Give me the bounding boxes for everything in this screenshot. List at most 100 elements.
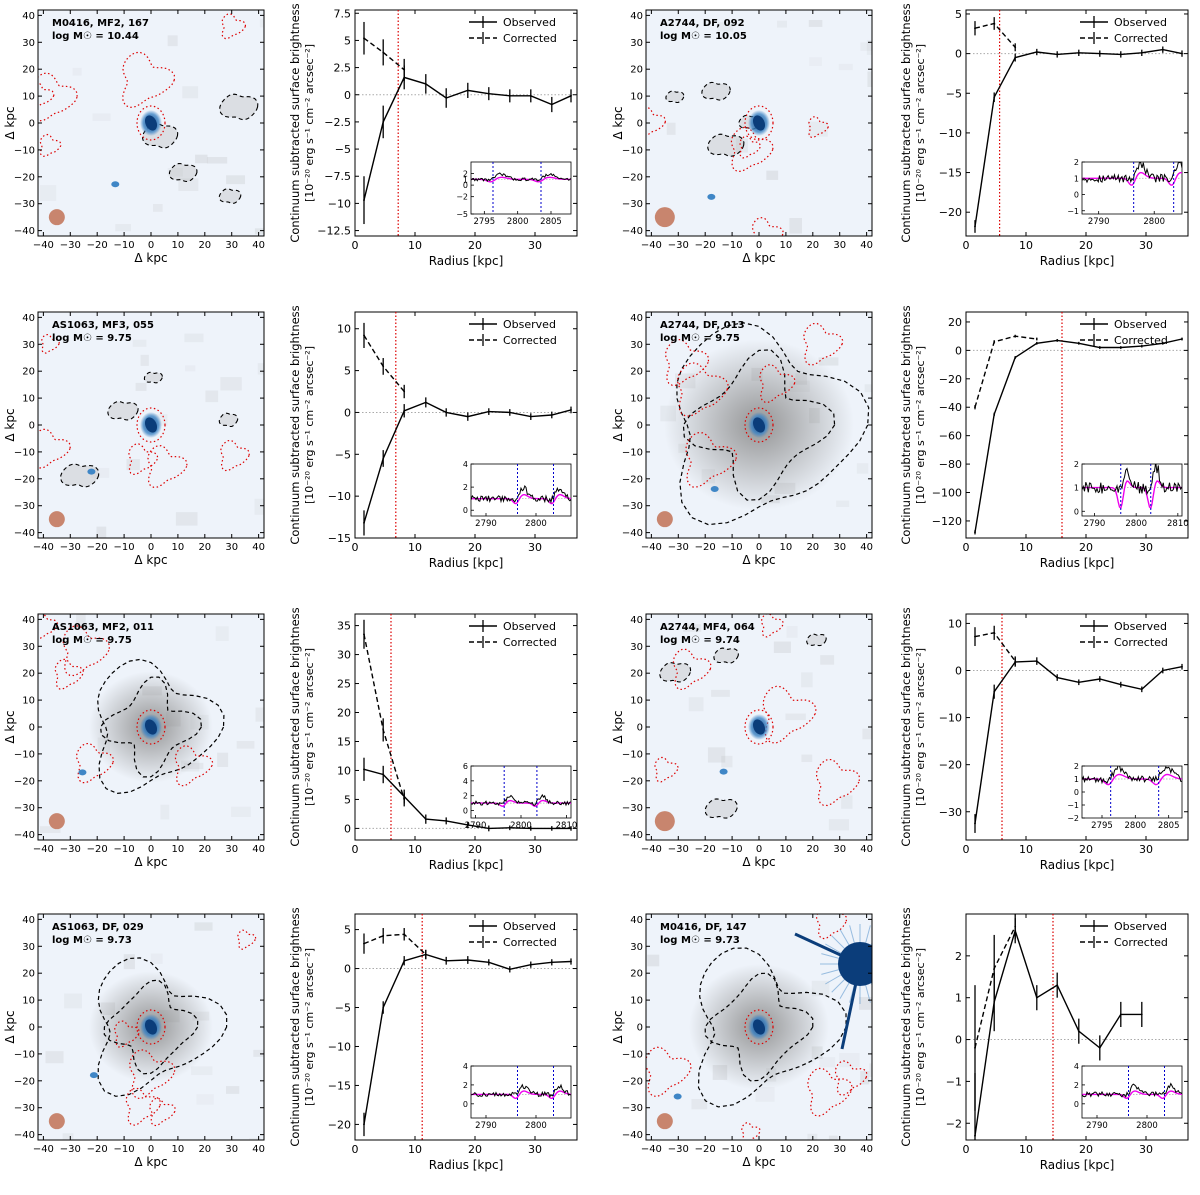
corrected-point — [993, 340, 996, 343]
y-tick-label: 40 — [22, 915, 35, 926]
observed-point — [974, 531, 976, 534]
inset-x-tick-label: 2800 — [1143, 217, 1165, 227]
inset-y-tick-label: 0 — [1074, 507, 1079, 516]
noise-patch — [666, 122, 676, 135]
x-tick-label: 40 — [860, 542, 873, 553]
inset-frame — [470, 765, 572, 819]
observed-point — [445, 959, 448, 962]
noise-patch — [236, 741, 255, 749]
x-tick-label: −30 — [668, 240, 689, 251]
observed-point — [1077, 1030, 1080, 1033]
noise-patch — [217, 752, 229, 767]
beam-circle — [656, 511, 673, 528]
noise-patch — [195, 154, 208, 164]
y-tick-label: −10 — [14, 1049, 35, 1060]
corrected-point — [403, 390, 406, 393]
x-tick-label: 0 — [352, 843, 359, 856]
contour-negative-center — [744, 1009, 774, 1045]
x-tick-label: 30 — [833, 542, 846, 553]
y-tick-label: −40 — [622, 226, 643, 237]
observed-point — [382, 121, 385, 123]
noise-patch — [254, 498, 264, 515]
x-tick-label: −10 — [114, 1144, 135, 1155]
x-tick-label: −30 — [60, 1144, 81, 1155]
y-tick-label: 30 — [22, 642, 35, 653]
y-tick-label: −40 — [14, 528, 35, 539]
observed-point — [529, 963, 532, 966]
noise-patch — [871, 102, 872, 111]
x-tick-label: −10 — [722, 542, 743, 553]
y-tick-label: 0 — [344, 963, 351, 976]
y-tick-label: 15 — [337, 735, 351, 748]
inset-spectrum-line — [1082, 766, 1182, 785]
observed-point — [1014, 56, 1017, 59]
inset-y-tick-label: 1 — [1074, 775, 1079, 784]
y-tick-label: 30 — [630, 340, 643, 351]
x-tick-label: 40 — [252, 542, 265, 553]
x-tick-label: 20 — [198, 240, 211, 251]
chart-content — [355, 614, 577, 840]
contour-negative-center — [136, 709, 166, 745]
x-tick-label: −40 — [33, 240, 54, 251]
inset-content — [471, 766, 571, 818]
map-panel: −40 −30 −20 −10 0 10 20 30 40 −40 −30 −20 −10 0 10 20 30… — [611, 913, 873, 1169]
noise-patch — [249, 1138, 261, 1140]
inset-y-tick-label: 1 — [1074, 174, 1079, 183]
inset-x-tick-label: 2805 — [1158, 821, 1180, 831]
y-tick-label: −10 — [622, 749, 643, 760]
contour-positive — [704, 798, 738, 819]
map-panel: −40 −30 −20 −10 0 10 20 30 40 −40 −30 −20 −10 0 10 20 30… — [611, 613, 873, 869]
y-tick-label: −10 — [14, 447, 35, 458]
noise-patch — [205, 390, 219, 403]
inset-spectrum: 2790 2800 −1 0 1 2 — [1067, 158, 1183, 227]
y-tick-label: 0 — [955, 344, 962, 357]
y-tick-label: 40 — [22, 313, 35, 324]
x-tick-label: 10 — [780, 240, 793, 251]
noise-patch — [167, 35, 178, 47]
y-axis-units: [10⁻²⁰ erg s⁻¹ cm⁻² arcsec⁻²] — [914, 948, 927, 1106]
observed-point — [1140, 51, 1143, 54]
inset-x-tick-label: 2800 — [1125, 519, 1147, 529]
x-tick-label: 10 — [172, 240, 185, 251]
x-tick-label: 40 — [860, 844, 873, 855]
y-tick-label: −20 — [622, 1076, 643, 1087]
x-axis-label: Δ kpc — [134, 553, 167, 567]
x-axis-label: Δ kpc — [134, 1155, 167, 1169]
y-axis-label: Δ kpc — [611, 1010, 625, 1043]
object-label: A2744, MF4, 064 — [660, 622, 755, 633]
corrected-series-line — [363, 933, 427, 956]
noise-patch — [191, 1066, 213, 1076]
contour-positive — [806, 633, 827, 647]
stellar-mass-label: log M☉ = 10.44 — [52, 31, 139, 42]
y-tick-label: 5 — [344, 365, 351, 378]
inset-x-tick-label: 2805 — [540, 217, 562, 227]
x-tick-label: −30 — [668, 542, 689, 553]
contour-positive — [60, 463, 100, 488]
noise-patch — [231, 806, 251, 817]
map-panel: −40 −30 −20 −10 0 10 20 30 40 −40 −30 −20 −10 0 10 20 30… — [611, 311, 873, 567]
y-axis-label: Δ kpc — [611, 710, 625, 743]
y-axis-units: [10⁻²⁰ erg s⁻¹ cm⁻² arcsec⁻²] — [303, 648, 316, 806]
noise-patch — [786, 626, 798, 638]
y-tick-label: 20 — [22, 65, 35, 76]
corrected-point — [403, 798, 406, 801]
y-tick-label: 10 — [337, 764, 351, 777]
galaxy-core — [752, 719, 766, 735]
observed-point — [508, 826, 511, 829]
observed-point — [550, 827, 553, 830]
y-tick-label: 30 — [630, 38, 643, 49]
y-tick-label: −80 — [939, 458, 962, 471]
noise-patch — [178, 178, 199, 191]
legend-label: Observed — [503, 318, 556, 331]
contour-negative — [677, 362, 729, 417]
inset-y-tick-label: 0 — [463, 1100, 468, 1109]
contour-positive — [143, 371, 163, 384]
noise-patch — [735, 138, 748, 153]
x-tick-label: 10 — [780, 542, 793, 553]
contour-positive — [107, 401, 139, 421]
inset-y-tick-label: 4 — [1074, 1062, 1079, 1071]
inset-y-tick-label: −1 — [1067, 207, 1079, 216]
y-tick-label: −30 — [939, 806, 962, 819]
noise-patch — [153, 204, 163, 212]
